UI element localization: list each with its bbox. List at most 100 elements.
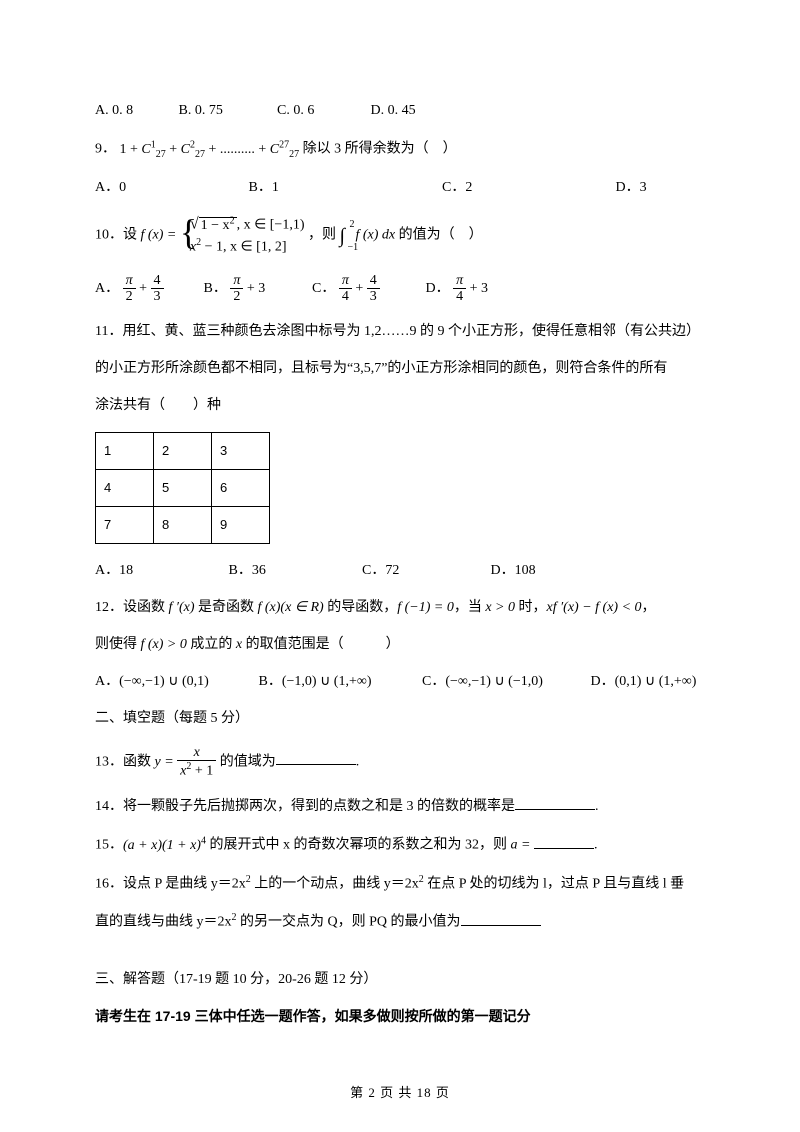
q12-b-pre: B． — [259, 674, 282, 689]
cell: 7 — [96, 506, 154, 543]
q12-c-pre: C． — [422, 674, 445, 689]
table-row: 789 — [96, 506, 270, 543]
q9-c1: C — [141, 142, 150, 157]
q11-l1: 11．用红、黄、蓝三种颜色去涂图中标号为 1,2……9 的 9 个小正方形，使得… — [95, 321, 705, 342]
q11-t1: 用红、黄、蓝三种颜色去涂图中标号为 1,2……9 的 9 个小正方形，使得任意相… — [122, 324, 700, 339]
q9-c2: C — [181, 142, 190, 157]
exam-page: A. 0. 8 B. 0. 75 C. 0. 6 D. 0. 45 9． 1 +… — [0, 0, 800, 1132]
q9-c3-sup: 27 — [279, 139, 289, 150]
q12-opt-c: C．(−∞,−1) ∪ (−1,0) — [422, 671, 587, 692]
q10-a-n1: π — [123, 273, 136, 289]
q16-t2b: 的另一交点为 Q，则 PQ 的最小值为 — [237, 915, 461, 930]
q14-text: 将一颗骰子先后抛掷两次，得到的点数之和是 3 的倍数的概率是 — [123, 799, 515, 814]
q16-t1a: 设点 P 是曲线 y＝2x — [123, 876, 246, 891]
q15-dot: . — [594, 838, 598, 853]
cell: 2 — [154, 432, 212, 469]
cell: 3 — [212, 432, 270, 469]
q12-l2: 则使得 f (x) > 0 成立的 x 的取值范围是（ ） — [95, 634, 705, 655]
q12-t1e: 时， — [515, 600, 547, 615]
q9-stem: 9． 1 + C127 + C227 + .......... + C2727 … — [95, 137, 705, 161]
q10-piecewise: { √1 − x2, x ∈ [−1,1) x2 − 1, x ∈ [1, 2] — [180, 214, 305, 256]
q10-c-lbl: C． — [312, 281, 335, 296]
q10-b-d1: 2 — [230, 289, 243, 304]
q13-label: 13． — [95, 754, 123, 769]
cell: 4 — [96, 469, 154, 506]
q13-post: 的值域为 — [216, 754, 276, 769]
q9-one: 1 + — [120, 142, 142, 157]
q10-p1-sup: 2 — [230, 215, 235, 226]
q10-c-d2: 3 — [367, 289, 380, 304]
cell: 1 — [96, 432, 154, 469]
q12-t2a: 则使得 — [95, 637, 141, 652]
q10-tail: 的值为（ ） — [399, 228, 483, 243]
q9-c3: C — [270, 142, 279, 157]
q12-fx: f (x)(x ∈ R) — [258, 600, 324, 615]
q16-l1: 16．设点 P 是曲线 y＝2x2 上的一个动点，曲线 y＝2x2 在点 P 处… — [95, 872, 705, 895]
q11-options: A．18 B．36 C．72 D．108 — [95, 560, 705, 581]
q12-t1d: ，当 — [454, 600, 486, 615]
q11-opt-c: C．72 — [362, 560, 487, 581]
integral-icon: ∫2−1 — [339, 221, 344, 251]
q12-t1a: 设函数 — [123, 600, 169, 615]
q10-opt-c: C． π4 + 43 — [312, 273, 422, 305]
q9-c3-sub: 27 — [289, 148, 299, 159]
q10-d-lbl: D． — [426, 281, 450, 296]
section-2-title: 二、填空题（每题 5 分） — [95, 708, 705, 729]
q12-opt-b: B．(−1,0) ∪ (1,+∞) — [259, 671, 419, 692]
q10-b-n1: π — [230, 273, 243, 289]
q15-expr-a: (a + x)(1 + x) — [123, 838, 201, 853]
cell: 5 — [154, 469, 212, 506]
q12-c-set: (−∞,−1) ∪ (−1,0) — [445, 674, 543, 689]
q10-b-plus: + 3 — [243, 281, 265, 296]
q11-label: 11． — [95, 324, 122, 339]
q8-options: A. 0. 8 B. 0. 75 C. 0. 6 D. 0. 45 — [95, 100, 705, 121]
q16-t1b: 上的一个动点，曲线 y＝2x — [251, 876, 419, 891]
q9-expr: 1 + C127 + C227 + .......... + C2727 — [120, 142, 303, 157]
q10-piece1: √1 − x2, x ∈ [−1,1) — [190, 214, 305, 235]
q16-l2: 直的直线与曲线 y＝2x2 的另一交点为 Q，则 PQ 的最小值为 — [95, 910, 705, 933]
spacer — [95, 949, 705, 969]
q13-y: y = — [155, 754, 178, 769]
q9-opt-b: B．1 — [249, 177, 439, 198]
q15: 15．(a + x)(1 + x)4 的展开式中 x 的奇数次幂项的系数之和为 … — [95, 833, 705, 856]
q10-d-n1: π — [453, 273, 466, 289]
q10-d-plus: + 3 — [466, 281, 488, 296]
blank-field — [515, 795, 595, 810]
q9-plus1: + — [166, 142, 181, 157]
q14-label: 14． — [95, 799, 123, 814]
q15-a: a = — [510, 838, 533, 853]
q10-stem: 10．设 f (x) = { √1 − x2, x ∈ [−1,1) x2 − … — [95, 214, 705, 256]
q10-mid: ，则 — [308, 228, 340, 243]
q10-a-d2: 3 — [151, 289, 164, 304]
q16-label: 16． — [95, 876, 123, 891]
q12-label: 12． — [95, 600, 123, 615]
q10-piece2: x2 − 1, x ∈ [1, 2] — [190, 236, 305, 257]
blank-field — [534, 834, 594, 849]
q10-fx: f (x) = — [141, 228, 180, 243]
q12-fp: f ′(x) — [169, 600, 195, 615]
q12-l1: 12．设函数 f ′(x) 是奇函数 f (x)(x ∈ R) 的导函数，f (… — [95, 597, 705, 618]
q12-a-set: (−∞,−1) ∪ (0,1) — [119, 674, 209, 689]
footer-pre: 第 — [350, 1085, 368, 1100]
q10-c-d1: 4 — [339, 289, 352, 304]
cell: 9 — [212, 506, 270, 543]
q10-label: 10．设 — [95, 228, 141, 243]
footer-post: 页 — [432, 1085, 450, 1100]
q10-int-body: f (x) dx — [355, 228, 395, 243]
q12-b-set: (−1,0) ∪ (1,+∞) — [282, 674, 372, 689]
q16-t2a: 直的直线与曲线 y＝2x — [95, 915, 232, 930]
q10-a-n2: 4 — [151, 273, 164, 289]
q13: 13．函数 y = xx2 + 1 的值域为. — [95, 745, 705, 779]
q15-text: 的展开式中 x 的奇数次幂项的系数之和为 32，则 — [206, 838, 511, 853]
q10-a-d1: 2 — [123, 289, 136, 304]
q11-opt-b: B．36 — [229, 560, 359, 581]
q11-opt-a: A．18 — [95, 560, 225, 581]
q8-opt-c: C. 0. 6 — [277, 100, 367, 121]
q10-ilim-bot: −1 — [347, 240, 358, 255]
q11-l2: 的小正方形所涂颜色都不相同，且标号为“3,5,7”的小正方形涂相同的颜色，则符合… — [95, 358, 705, 379]
q9-dots: + .......... + — [205, 142, 270, 157]
q10-ilim-top: 2 — [349, 217, 354, 232]
q10-opt-a: A． π2 + 43 — [95, 273, 200, 305]
q9-opt-a: A．0 — [95, 177, 245, 198]
q10-p1-rad: 1 − x — [201, 218, 230, 233]
